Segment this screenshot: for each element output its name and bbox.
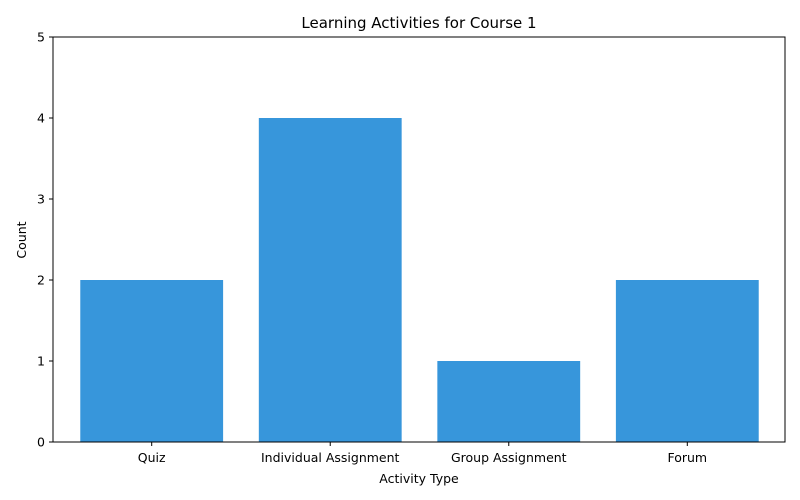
y-tick-label: 4 (37, 111, 45, 126)
bar-group-assignment (437, 361, 581, 442)
y-axis-label: Count (14, 221, 29, 258)
x-tick-label: Forum (667, 450, 707, 465)
x-axis-label: Activity Type (379, 471, 459, 486)
x-tick-label: Individual Assignment (261, 450, 400, 465)
y-tick-label: 2 (37, 273, 45, 288)
x-tick-label: Quiz (138, 450, 166, 465)
y-tick-label: 3 (37, 192, 45, 207)
bars-group (80, 118, 759, 442)
y-axis-ticks: 0 1 2 3 4 5 (37, 30, 53, 450)
bar-quiz (80, 280, 224, 442)
plot-frame (52, 36, 786, 443)
y-tick-label: 5 (37, 30, 45, 45)
x-tick-label: Group Assignment (451, 450, 567, 465)
x-axis-ticks: Quiz Individual Assignment Group Assignmen… (138, 442, 707, 465)
bar-forum (615, 280, 759, 442)
y-tick-label: 1 (37, 354, 45, 369)
y-tick-label: 0 (37, 435, 45, 450)
bar-individual-assignment (258, 118, 402, 442)
chart-title: Learning Activities for Course 1 (301, 14, 536, 32)
